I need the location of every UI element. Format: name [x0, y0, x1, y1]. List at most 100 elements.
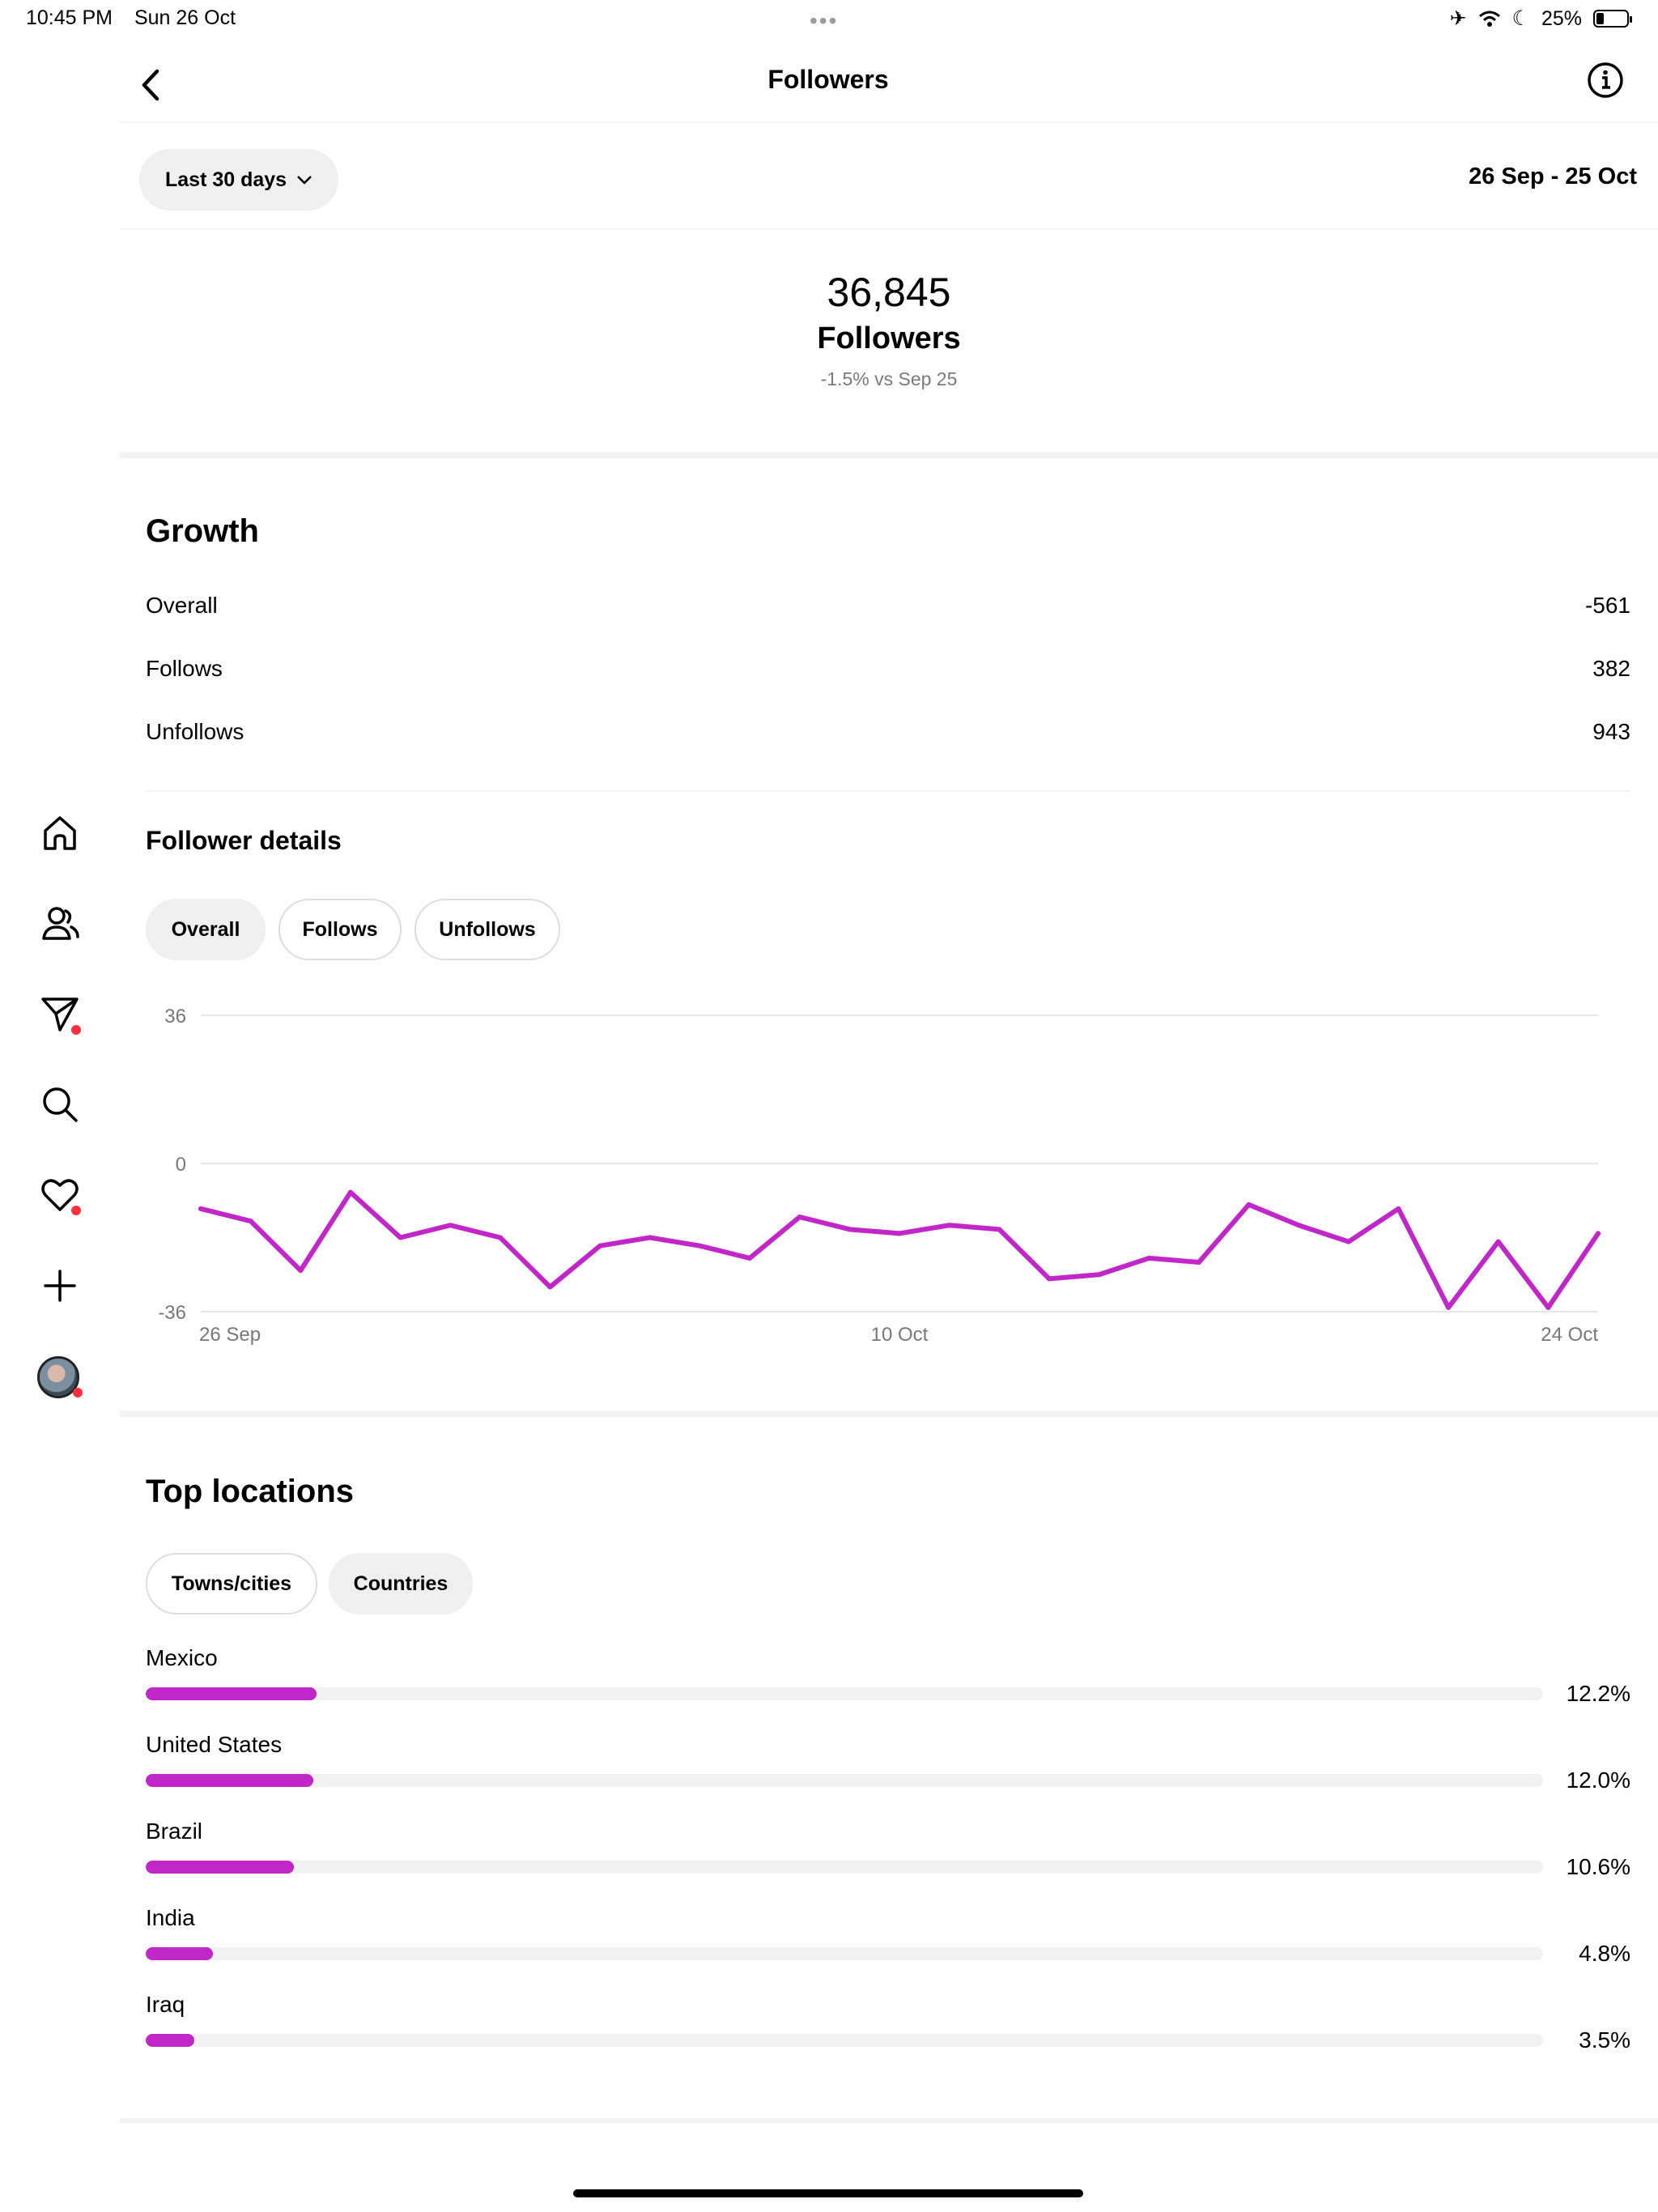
followers-change: -1.5% vs Sep 25	[820, 368, 958, 389]
status-date: Sun 26 Oct	[134, 6, 236, 29]
data-point	[697, 1243, 703, 1249]
follower-details-title: Follower details	[146, 826, 342, 855]
data-point	[747, 1255, 753, 1261]
date-range-dropdown[interactable]: Last 30 days	[139, 149, 339, 211]
y-tick-label: 0	[176, 1154, 186, 1176]
location-bar-track	[146, 1861, 1543, 1874]
data-point	[797, 1214, 802, 1220]
location-bar-fill	[146, 1774, 314, 1787]
growth-label: Follows	[146, 656, 223, 681]
location-bar-track	[146, 1947, 1543, 1960]
growth-title: Growth	[146, 513, 259, 549]
airplane-icon: ✈	[1449, 7, 1467, 30]
data-point	[1146, 1255, 1152, 1261]
home-icon[interactable]	[39, 813, 81, 855]
location-percent: 12.2%	[1566, 1681, 1630, 1706]
followers-count: 36,845	[827, 270, 951, 315]
top-locations-title: Top locations	[146, 1474, 355, 1509]
series-line	[198, 1189, 1601, 1310]
header: Followers	[120, 49, 1658, 123]
data-point	[1545, 1304, 1551, 1310]
data-point	[248, 1219, 253, 1224]
tab-unfollows[interactable]: Unfollows	[414, 899, 560, 960]
y-tick-label: 36	[164, 1006, 186, 1027]
data-point	[1596, 1231, 1601, 1236]
growth-value: -561	[1584, 593, 1630, 618]
growth-row-overall: Overall -561	[146, 593, 1630, 619]
location-bar-fill	[146, 2034, 195, 2047]
heart-icon[interactable]	[39, 1174, 81, 1216]
growth-row-follows: Follows 382	[146, 656, 1630, 682]
multitasking-dots[interactable]: •••	[810, 8, 839, 33]
tab-countries[interactable]: Countries	[329, 1553, 473, 1614]
battery-level	[1596, 13, 1604, 24]
data-point	[347, 1189, 353, 1195]
search-icon[interactable]	[39, 1083, 81, 1125]
data-point	[198, 1206, 203, 1211]
location-percent: 4.8%	[1579, 1941, 1630, 1966]
data-point	[847, 1227, 852, 1232]
location-bar-track	[146, 1687, 1543, 1700]
location-bar-fill	[146, 1861, 294, 1874]
location-bar-fill	[146, 1687, 317, 1700]
info-icon[interactable]	[1585, 60, 1626, 100]
location-name: India	[146, 1905, 195, 1930]
send-icon[interactable]	[39, 993, 81, 1035]
location-bar-track	[146, 1774, 1543, 1787]
data-point	[298, 1268, 304, 1274]
data-point	[497, 1235, 503, 1240]
date-range-text: 26 Sep - 25 Oct	[1469, 164, 1637, 189]
avatar[interactable]	[37, 1356, 79, 1398]
data-point	[547, 1284, 553, 1290]
followers-label: Followers	[817, 321, 961, 355]
location-percent: 3.5%	[1579, 2027, 1630, 2052]
tab-follows[interactable]: Follows	[278, 899, 402, 960]
battery-icon	[1593, 10, 1632, 28]
growth-value: 382	[1592, 656, 1630, 681]
followers-summary: 36,845 Followers -1.5% vs Sep 25	[120, 228, 1658, 458]
data-point	[597, 1243, 603, 1249]
data-point	[1446, 1304, 1452, 1310]
data-point	[1346, 1239, 1351, 1244]
location-name: Iraq	[146, 1992, 185, 2017]
data-point	[647, 1235, 653, 1240]
status-bar-left: 10:45 PM Sun 26 Oct	[26, 6, 252, 30]
back-icon[interactable]	[134, 65, 167, 105]
page-title: Followers	[767, 65, 889, 94]
data-point	[1246, 1202, 1252, 1207]
battery-percent: 25%	[1541, 6, 1582, 30]
chevron-down-icon	[297, 176, 312, 185]
people-icon[interactable]	[39, 903, 81, 945]
data-point	[1396, 1206, 1401, 1211]
location-name: Brazil	[146, 1819, 203, 1844]
location-bar-fill	[146, 1947, 213, 1960]
tab-towns-cities[interactable]: Towns/cities	[146, 1553, 317, 1614]
notification-dot	[71, 1206, 81, 1215]
status-bar-right: ✈ ☾ 25%	[1449, 6, 1632, 31]
data-point	[997, 1227, 1002, 1232]
growth-divider	[146, 790, 1630, 792]
growth-value: 943	[1592, 719, 1630, 744]
x-tick-label: 10 Oct	[871, 1324, 929, 1346]
follower-line-chart: 36 0 -36 26 Sep 10 Oct 24 Oct	[158, 1006, 1601, 1346]
data-point	[897, 1231, 902, 1236]
data-point	[946, 1223, 952, 1228]
data-point	[1296, 1223, 1302, 1228]
home-indicator[interactable]	[573, 2189, 1083, 2197]
growth-label: Overall	[146, 593, 218, 618]
notification-dot	[73, 1388, 83, 1397]
location-name: Mexico	[146, 1645, 218, 1670]
filter-row: Last 30 days 26 Sep - 25 Oct	[120, 121, 1658, 230]
location-bar-track	[146, 2034, 1543, 2047]
y-tick-label: -36	[158, 1302, 186, 1324]
status-time: 10:45 PM	[26, 6, 113, 29]
wifi-icon	[1478, 11, 1500, 27]
moon-icon: ☾	[1511, 7, 1530, 30]
tab-overall[interactable]: Overall	[146, 899, 266, 960]
section-separator	[120, 1410, 1658, 1417]
growth-label: Unfollows	[146, 719, 244, 744]
plus-icon[interactable]	[39, 1265, 81, 1307]
x-tick-label: 26 Sep	[199, 1324, 261, 1346]
data-point	[397, 1235, 403, 1240]
data-point	[448, 1223, 453, 1228]
